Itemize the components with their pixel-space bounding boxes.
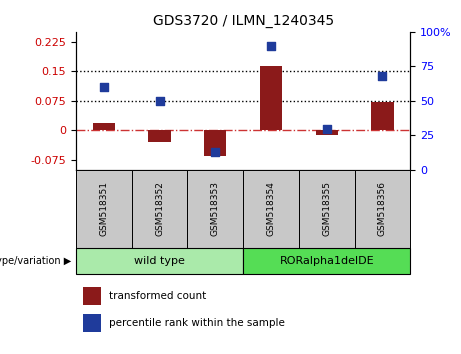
Bar — [204, 131, 226, 156]
Text: transformed count: transformed count — [110, 291, 207, 301]
Bar — [371, 102, 394, 131]
Point — [379, 73, 386, 79]
Text: GSM518353: GSM518353 — [211, 181, 220, 236]
Bar — [355, 170, 410, 248]
Bar — [132, 170, 188, 248]
Point — [212, 149, 219, 155]
Point — [267, 43, 275, 48]
Bar — [299, 170, 355, 248]
Point — [100, 84, 107, 90]
Bar — [316, 131, 338, 135]
Point — [323, 126, 331, 131]
Point — [156, 98, 163, 104]
Bar — [83, 287, 101, 305]
Text: percentile rank within the sample: percentile rank within the sample — [110, 318, 285, 328]
Text: GSM518351: GSM518351 — [100, 181, 108, 236]
Bar — [243, 170, 299, 248]
Bar — [260, 66, 282, 131]
Bar — [93, 124, 115, 131]
Bar — [76, 170, 132, 248]
Title: GDS3720 / ILMN_1240345: GDS3720 / ILMN_1240345 — [153, 14, 334, 28]
Text: GSM518355: GSM518355 — [322, 181, 331, 236]
Text: RORalpha1delDE: RORalpha1delDE — [279, 256, 374, 266]
Bar — [188, 170, 243, 248]
Text: GSM518354: GSM518354 — [266, 181, 276, 236]
Text: genotype/variation ▶: genotype/variation ▶ — [0, 256, 71, 266]
Bar — [148, 131, 171, 142]
Bar — [76, 248, 243, 274]
Text: wild type: wild type — [134, 256, 185, 266]
Bar — [243, 248, 410, 274]
Bar — [83, 314, 101, 332]
Text: GSM518356: GSM518356 — [378, 181, 387, 236]
Text: GSM518352: GSM518352 — [155, 181, 164, 236]
